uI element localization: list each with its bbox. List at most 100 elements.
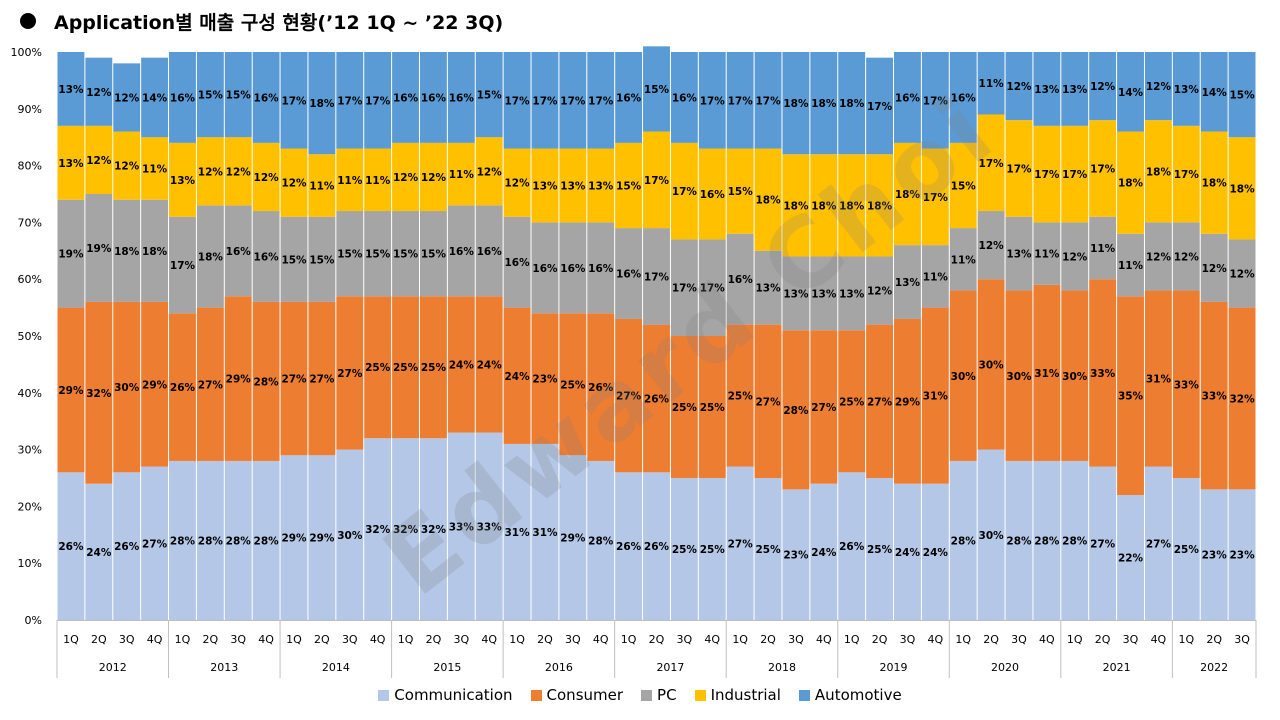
x-tick-label-quarter: 1Q (63, 633, 79, 646)
bar-segment-pc (1117, 233, 1144, 297)
bar-segment-automotive (475, 52, 503, 138)
bar-segment-automotive (196, 52, 224, 138)
data-label: 25% (839, 396, 865, 408)
data-label: 17% (672, 186, 698, 198)
bar-segment-communication (196, 460, 224, 620)
data-label: 18% (811, 200, 837, 212)
bar-segment-industrial (559, 148, 587, 223)
bar-segment-automotive (643, 46, 670, 132)
data-label: 12% (1202, 263, 1228, 275)
bar-segment-pc (113, 199, 141, 302)
data-label: 25% (672, 544, 698, 556)
data-label: 12% (1090, 81, 1116, 93)
bar-segment-consumer (141, 301, 169, 467)
y-tick-label: 90% (18, 103, 42, 116)
bar-segment-automotive (169, 52, 196, 143)
data-label: 28% (1034, 535, 1060, 547)
legend-swatch (641, 689, 653, 701)
bar-segment-industrial (1117, 131, 1144, 234)
data-label: 15% (365, 249, 391, 261)
bar-segment-communication (85, 483, 113, 620)
x-tick-label-quarter: 3Q (342, 633, 358, 646)
x-tick-label-quarter: 2Q (91, 633, 107, 646)
data-label: 27% (728, 538, 754, 550)
data-label: 16% (616, 92, 642, 104)
bar-segment-automotive (1172, 52, 1200, 126)
stacked-bar-chart: 0%10%20%30%40%50%60%70%80%90%100%26%29%1… (11, 46, 1257, 678)
bar-segment-pc (726, 233, 754, 325)
bar-segment-pc (531, 222, 559, 314)
data-label: 12% (254, 172, 280, 184)
data-label: 18% (839, 98, 865, 110)
data-label: 23% (783, 550, 809, 562)
bar-segment-industrial (587, 148, 615, 223)
data-label: 29% (281, 533, 307, 545)
bar-segment-communication (977, 449, 1005, 620)
bar-segment-communication (141, 466, 169, 620)
bar-segment-industrial (866, 154, 894, 257)
bar-segment-communication (1200, 489, 1228, 620)
data-label: 15% (644, 84, 670, 96)
bar-segment-automotive (85, 57, 113, 126)
bar-segment-automotive (419, 52, 447, 143)
data-label: 27% (1090, 538, 1116, 550)
bar-segment-automotive (754, 52, 782, 149)
data-label: 16% (449, 92, 475, 104)
data-label: 18% (1146, 166, 1172, 178)
bar-segment-consumer (85, 301, 113, 484)
bar-segment-communication (921, 483, 949, 620)
x-tick-label-year: 2021 (1103, 661, 1131, 674)
bar-segment-communication (1117, 495, 1144, 620)
bar-segment-industrial (447, 142, 475, 206)
data-label: 24% (811, 547, 837, 559)
x-tick-label-year: 2013 (210, 661, 238, 674)
data-label: 13% (170, 175, 196, 187)
data-label: 11% (449, 169, 475, 181)
bar-segment-automotive (559, 52, 587, 149)
bar-segment-automotive (1200, 52, 1228, 132)
bar-segment-communication (1005, 460, 1033, 620)
bar-segment-industrial (196, 137, 224, 206)
bar-segment-consumer (169, 313, 196, 461)
data-label: 13% (1034, 84, 1060, 96)
bar-segment-industrial (252, 142, 280, 212)
bar-segment-consumer (698, 336, 726, 478)
data-label: 16% (672, 92, 698, 104)
data-label: 27% (811, 402, 837, 414)
bar-segment-consumer (475, 296, 503, 433)
data-label: 15% (393, 249, 419, 261)
bar-segment-communication (336, 449, 364, 620)
bar-segment-pc (57, 199, 85, 308)
data-label: 12% (505, 178, 531, 190)
bar-segment-automotive (838, 52, 866, 155)
bar-segment-pc (587, 222, 615, 314)
data-label: 12% (477, 166, 503, 178)
data-label: 18% (783, 98, 809, 110)
bar-segment-communication (1089, 466, 1117, 620)
bar-segment-automotive (252, 52, 280, 143)
data-label: 29% (560, 533, 586, 545)
data-label: 13% (532, 180, 558, 192)
data-label: 12% (1229, 269, 1255, 281)
data-label: 14% (1118, 87, 1144, 99)
data-label: 31% (505, 527, 531, 539)
bar-segment-automotive (726, 52, 754, 149)
bar-segment-automotive (977, 52, 1005, 115)
data-label: 17% (1062, 169, 1088, 181)
data-label: 18% (114, 246, 140, 258)
data-label: 16% (588, 263, 614, 275)
data-label: 27% (337, 368, 363, 380)
data-label: 32% (1229, 393, 1255, 405)
bar-segment-consumer (1200, 301, 1228, 490)
bar-segment-communication (57, 472, 85, 620)
data-label: 16% (477, 246, 503, 258)
bar-segment-consumer (336, 296, 364, 450)
x-tick-label-year: 2014 (322, 661, 350, 674)
data-label: 33% (449, 521, 475, 533)
bar-segment-pc (419, 211, 447, 297)
bar-segment-consumer (726, 324, 754, 467)
bar-segment-consumer (670, 336, 698, 478)
data-label: 27% (867, 396, 893, 408)
bar-segment-industrial (643, 131, 670, 229)
data-label: 15% (337, 249, 363, 261)
